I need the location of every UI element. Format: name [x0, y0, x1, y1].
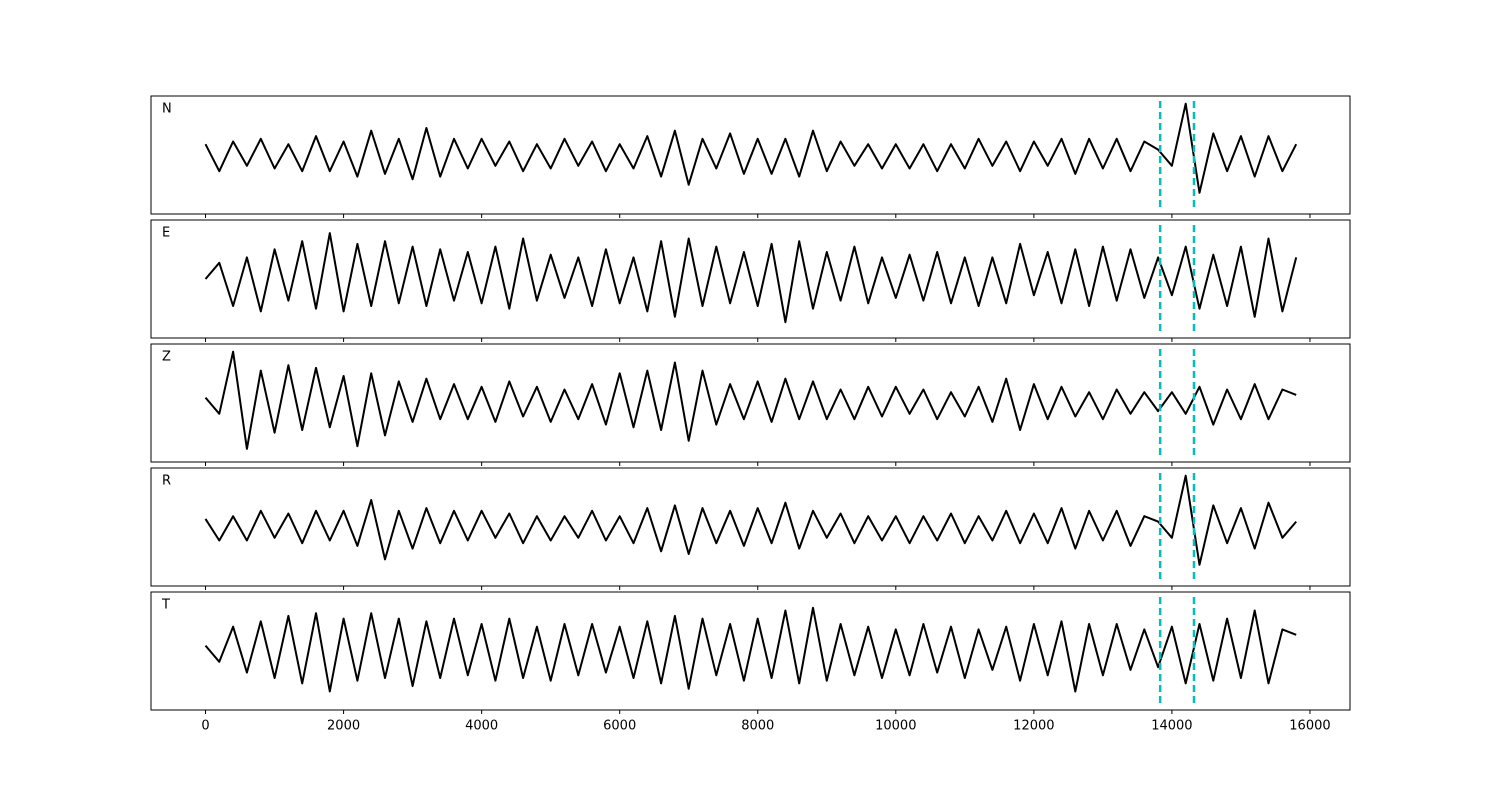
trace [204, 350, 1297, 450]
x-tick-label: 14000 [1151, 719, 1192, 734]
x-tick-label: 0 [201, 719, 209, 734]
panel-frame [150, 343, 1351, 463]
x-tick-label: 16000 [1289, 719, 1330, 734]
panel-frame [150, 591, 1351, 711]
x-tick-label: 8000 [741, 719, 774, 734]
trace [204, 102, 1298, 194]
trace [204, 232, 1298, 324]
trace-label: T [161, 598, 170, 613]
trace-label: E [162, 226, 170, 241]
x-tick-label: 2000 [327, 719, 360, 734]
x-tick-label: 12000 [1013, 719, 1054, 734]
panel-frame [150, 467, 1351, 587]
trace-label: N [162, 102, 172, 117]
panel-frame [150, 95, 1351, 215]
x-tick-label: 6000 [603, 719, 636, 734]
x-tick-label: 10000 [875, 719, 916, 734]
trace [204, 606, 1297, 693]
trace [204, 474, 1297, 566]
panel-frame [150, 219, 1351, 339]
trace-label: R [162, 474, 171, 489]
trace-label: Z [162, 350, 171, 365]
x-tick-label: 4000 [465, 719, 498, 734]
